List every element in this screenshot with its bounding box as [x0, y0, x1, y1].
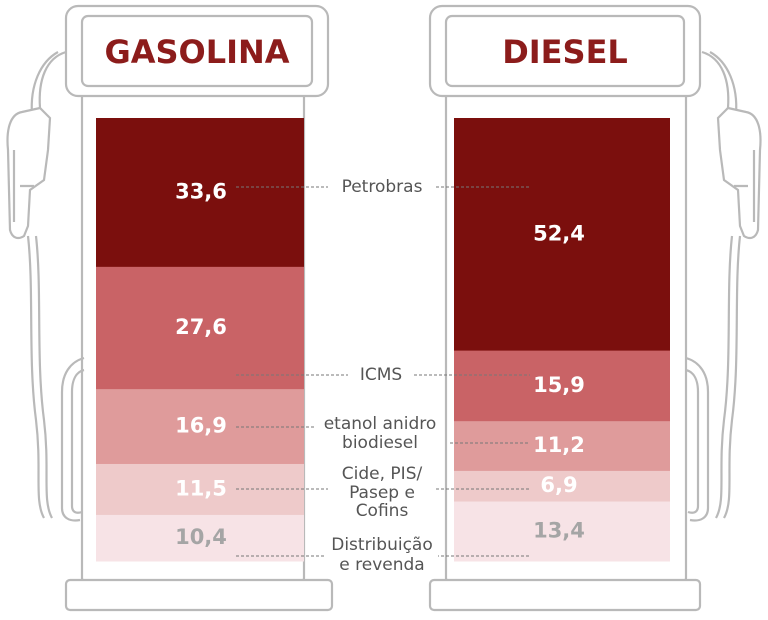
diesel-hose-icon	[701, 50, 738, 115]
gasolina-bar-segment-2	[96, 389, 304, 465]
diesel-pump	[428, 4, 762, 612]
label-etanol: etanol anidro	[324, 414, 437, 434]
label-biodiesel: biodiesel	[342, 433, 418, 453]
stacked-bars	[96, 118, 670, 562]
label-petrobras: Petrobras	[342, 177, 423, 197]
gasoline-hose-icon	[30, 50, 67, 115]
gasolina-value-label-2: 16,9	[175, 414, 227, 438]
value-labels: 33,6 27,6 16,9 11,5 10,4 52,4 15,9 11,2 6,9 13,4	[175, 179, 585, 549]
label-cide-line2: Pasep e	[349, 483, 415, 503]
diesel-value-label-0: 52,4	[533, 221, 585, 245]
diesel-value-label-2: 11,2	[533, 433, 585, 457]
diesel-value-label-4: 13,4	[533, 518, 585, 542]
gasolina-value-label-0: 33,6	[175, 179, 227, 203]
gasoline-title: GASOLINA	[104, 33, 289, 71]
gasoline-pump	[6, 4, 334, 612]
diesel-nozzle-icon	[716, 106, 762, 240]
category-labels: Petrobras ICMS etanol anidro biodiesel C…	[324, 176, 438, 575]
gasoline-nozzle-icon	[6, 106, 52, 240]
label-distribuicao-line1: Distribuição	[331, 535, 433, 555]
diesel-bar-segment-3	[454, 470, 670, 503]
gasolina-value-label-3: 11,5	[175, 476, 227, 500]
gasolina-bar-segment-3	[96, 463, 304, 516]
gasolina-bar-segment-1	[96, 266, 304, 390]
gasolina-value-label-4: 10,4	[175, 525, 227, 549]
gasolina-bar-segment-4	[96, 514, 304, 562]
label-distribuicao-line2: e revenda	[339, 555, 424, 575]
diesel-title: DIESEL	[502, 33, 628, 71]
diesel-value-label-1: 15,9	[533, 373, 585, 397]
label-cide-line1: Cide, PIS/	[342, 464, 423, 484]
diesel-bar-segment-0	[454, 118, 670, 352]
diesel-bar-segment-4	[454, 501, 670, 562]
label-cide-line3: Cofins	[356, 501, 409, 521]
diesel-bar-segment-1	[454, 350, 670, 422]
label-icms: ICMS	[360, 365, 402, 385]
diesel-value-label-3: 6,9	[540, 473, 577, 497]
diesel-bar-segment-2	[454, 421, 670, 472]
diesel-pump-base	[428, 578, 702, 612]
gasolina-bar-segment-0	[96, 118, 304, 268]
gasoline-pump-base	[64, 578, 334, 612]
gasolina-value-label-1: 27,6	[175, 315, 227, 339]
